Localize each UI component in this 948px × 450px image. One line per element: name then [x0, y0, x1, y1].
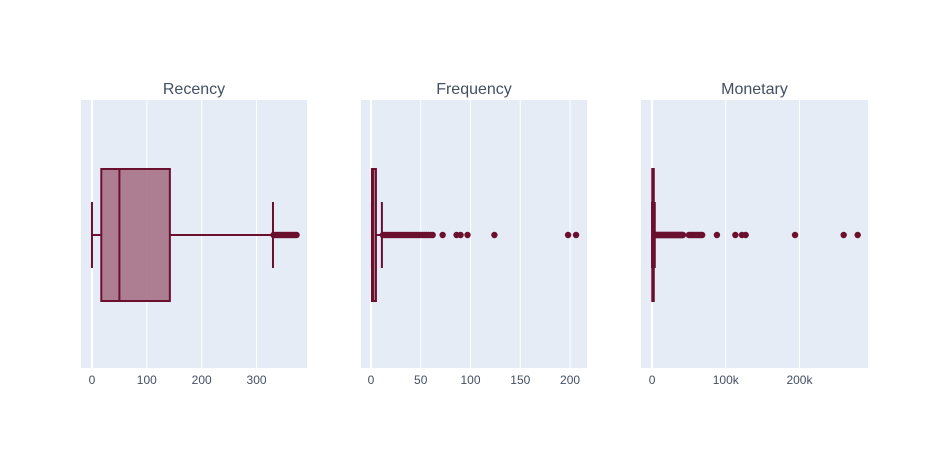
recency-tick-label: 0 [89, 373, 96, 387]
recency-outlier-point [293, 231, 300, 239]
monetary-outlier-point [791, 231, 799, 239]
frequency-outlier-point [439, 231, 446, 239]
recency-panel: 0 100 200 300 Recency [81, 81, 307, 387]
frequency-outlier-point [491, 231, 498, 239]
monetary-subplot-title: Monetary [721, 81, 788, 98]
monetary-outlier-point [698, 231, 706, 239]
frequency-outlier-point [572, 231, 580, 239]
frequency-subplot-title: Frequency [436, 81, 512, 98]
monetary-outlier-point [679, 231, 687, 239]
recency-subplot-title: Recency [163, 81, 225, 98]
frequency-tick-label: 50 [414, 373, 428, 387]
monetary-outlier-point [732, 231, 739, 239]
recency-tick-label: 200 [192, 373, 212, 387]
monetary-panel: 0 100k 200k Monetary [641, 81, 868, 387]
frequency-outlier-point [429, 231, 436, 239]
monetary-tick-label: 200k [786, 373, 813, 387]
recency-tick-label: 300 [247, 373, 267, 387]
frequency-outlier-point [457, 231, 464, 239]
monetary-tick-label: 0 [649, 373, 656, 387]
frequency-tick-label: 0 [368, 373, 375, 387]
recency-iqr-box [100, 168, 171, 302]
frequency-outlier-point [464, 231, 471, 239]
monetary-outlier-point [840, 231, 847, 239]
monetary-tick-label: 100k [713, 373, 740, 387]
frequency-outlier-point [564, 231, 572, 239]
recency-tick-label: 100 [137, 373, 157, 387]
frequency-tick-label: 100 [460, 373, 480, 387]
monetary-outlier-point [713, 231, 721, 239]
frequency-tick-label: 150 [510, 373, 530, 387]
monetary-outlier-point [854, 231, 861, 239]
frequency-tick-label: 200 [560, 373, 580, 387]
frequency-panel: 0 50 100 150 200 Frequency [361, 81, 587, 387]
monetary-outlier-point [742, 231, 749, 239]
